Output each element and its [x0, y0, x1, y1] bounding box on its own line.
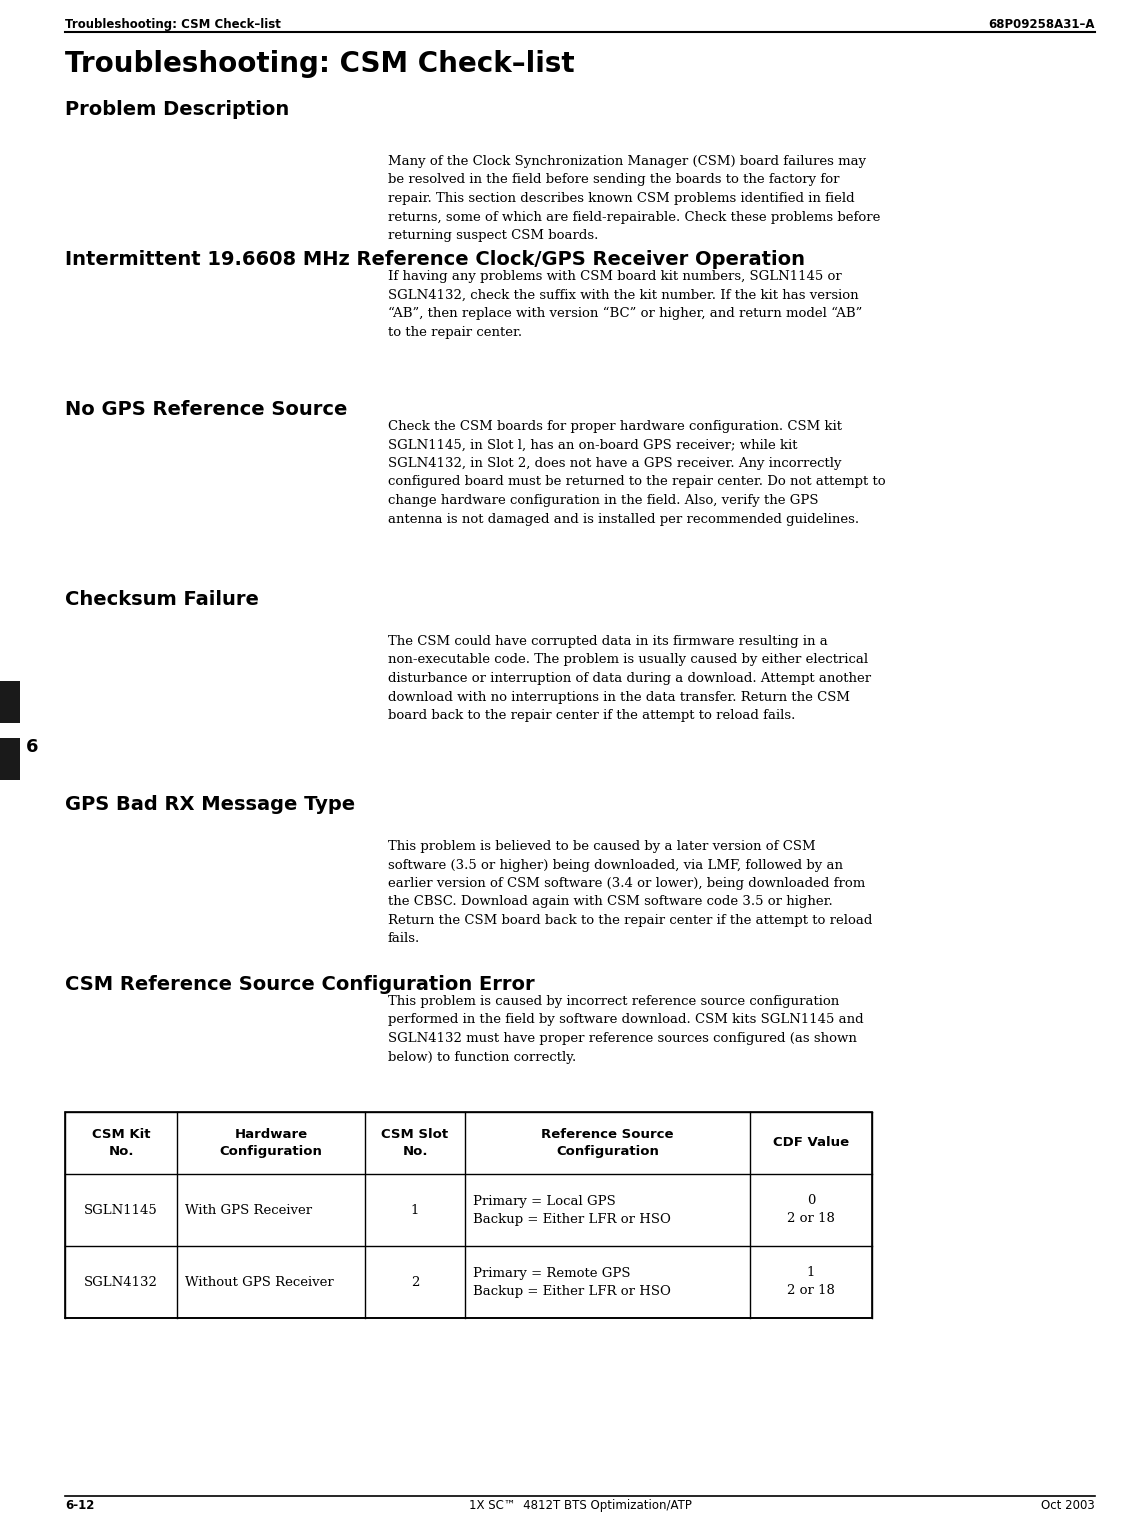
Text: Check the CSM boards for proper hardware configuration. CSM kit
SGLN1145, in Slo: Check the CSM boards for proper hardware… [388, 420, 885, 525]
Text: Primary = Remote GPS
Backup = Either LFR or HSO: Primary = Remote GPS Backup = Either LFR… [473, 1266, 670, 1298]
Text: This problem is believed to be caused by a later version of CSM
software (3.5 or: This problem is believed to be caused by… [388, 839, 872, 946]
Text: CSM Reference Source Configuration Error: CSM Reference Source Configuration Error [65, 975, 535, 993]
Text: With GPS Receiver: With GPS Receiver [185, 1203, 312, 1217]
Text: Oct 2003: Oct 2003 [1041, 1498, 1095, 1512]
Text: Hardware
Configuration: Hardware Configuration [219, 1127, 323, 1158]
Text: Problem Description: Problem Description [65, 100, 289, 119]
Text: 1
2 or 18: 1 2 or 18 [788, 1266, 835, 1298]
Text: No GPS Reference Source: No GPS Reference Source [65, 400, 348, 419]
Text: SGLN1145: SGLN1145 [84, 1203, 158, 1217]
Text: Without GPS Receiver: Without GPS Receiver [185, 1275, 334, 1289]
Text: 6: 6 [26, 738, 39, 756]
Text: 1X SC™  4812T BTS Optimization/ATP: 1X SC™ 4812T BTS Optimization/ATP [468, 1498, 691, 1512]
Text: Checksum Failure: Checksum Failure [65, 590, 259, 608]
Text: 1: 1 [411, 1203, 419, 1217]
Text: 6-12: 6-12 [65, 1498, 94, 1512]
Text: The CSM could have corrupted data in its firmware resulting in a
non-executable : The CSM could have corrupted data in its… [388, 634, 871, 722]
Text: If having any problems with CSM board kit numbers, SGLN1145 or
SGLN4132, check t: If having any problems with CSM board ki… [388, 270, 862, 339]
Text: SGLN4132: SGLN4132 [84, 1275, 158, 1289]
Text: Troubleshooting: CSM Check–list: Troubleshooting: CSM Check–list [65, 49, 575, 79]
Bar [0, 681, 20, 722]
Bar [65, 1112, 872, 1318]
Text: CSM Kit
No.: CSM Kit No. [92, 1127, 150, 1158]
Text: Troubleshooting: CSM Check–list: Troubleshooting: CSM Check–list [65, 18, 281, 31]
Text: CSM Slot
No.: CSM Slot No. [381, 1127, 449, 1158]
Text: This problem is caused by incorrect reference source configuration
performed in : This problem is caused by incorrect refe… [388, 995, 863, 1064]
Text: Many of the Clock Synchronization Manager (CSM) board failures may
be resolved i: Many of the Clock Synchronization Manage… [388, 156, 881, 242]
Text: Intermittent 19.6608 MHz Reference Clock/GPS Receiver Operation: Intermittent 19.6608 MHz Reference Clock… [65, 249, 805, 270]
Bar [0, 738, 20, 779]
Text: Primary = Local GPS
Backup = Either LFR or HSO: Primary = Local GPS Backup = Either LFR … [473, 1195, 670, 1226]
Text: CDF Value: CDF Value [773, 1137, 850, 1149]
Text: 0
2 or 18: 0 2 or 18 [788, 1195, 835, 1226]
Text: 68P09258A31–A: 68P09258A31–A [988, 18, 1095, 31]
Text: Reference Source
Configuration: Reference Source Configuration [541, 1127, 674, 1158]
Text: 2: 2 [411, 1275, 419, 1289]
Text: GPS Bad RX Message Type: GPS Bad RX Message Type [65, 795, 355, 815]
